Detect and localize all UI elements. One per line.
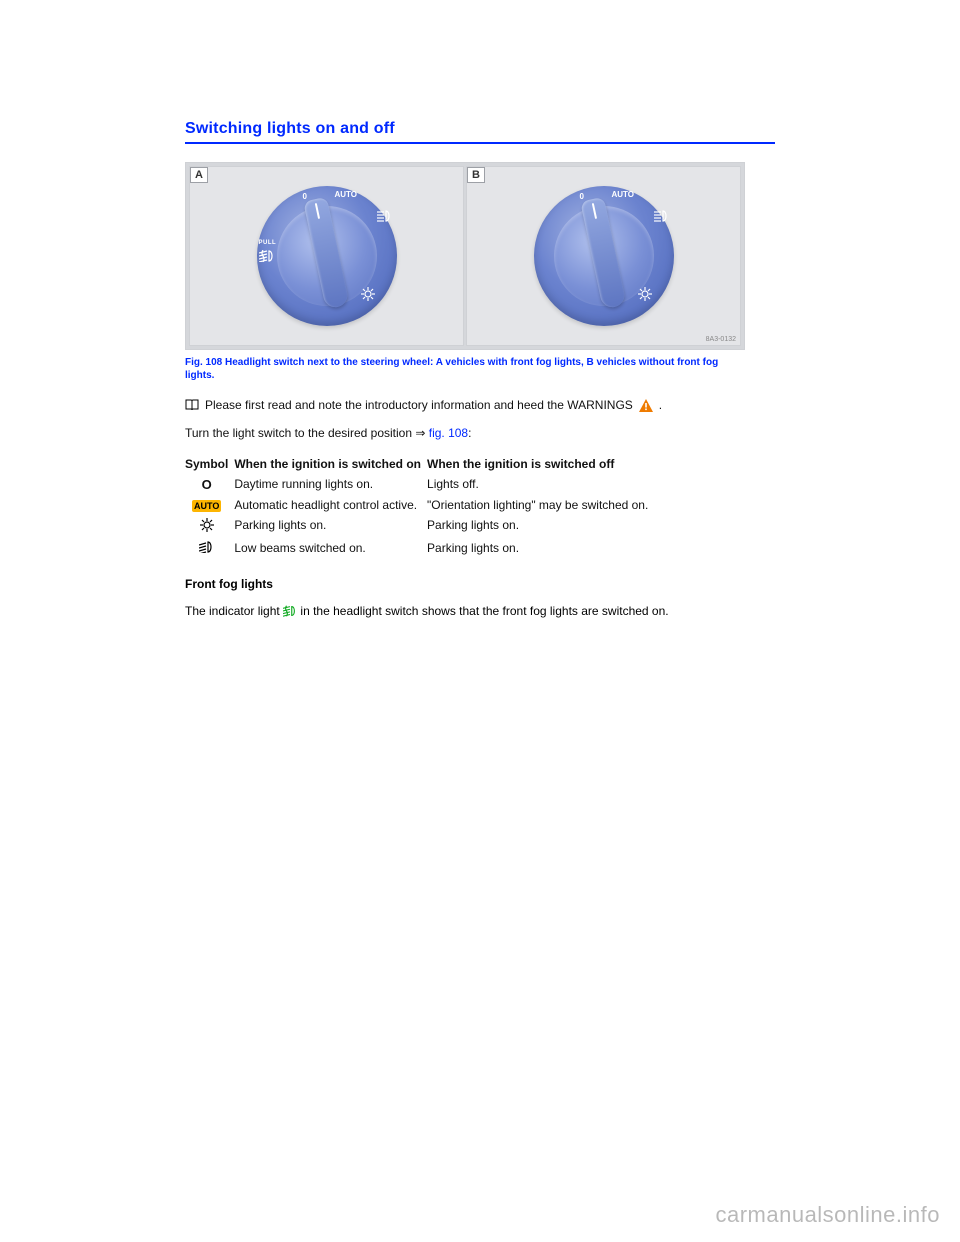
knob-b-headlight-icon bbox=[654, 210, 670, 225]
symbol-auto-icon: AUTO bbox=[192, 500, 221, 512]
symbol-lowbeam-icon bbox=[199, 542, 215, 556]
th-ignition-on: When the ignition is switched on bbox=[234, 457, 421, 471]
row2-off: Parking lights on. bbox=[427, 515, 654, 538]
row1-off: "Orientation lighting" may be switched o… bbox=[427, 495, 654, 515]
title-rule bbox=[185, 142, 775, 144]
row3-on: Low beams switched on. bbox=[234, 538, 427, 559]
knob-a-pull-label: PULL bbox=[259, 240, 277, 246]
knob-b-pos-auto: AUTO bbox=[612, 190, 635, 199]
instruction-post: : bbox=[468, 426, 471, 440]
knob-a-headlight-icon bbox=[377, 210, 393, 225]
symbol-parking-icon bbox=[200, 521, 214, 535]
row2-on: Parking lights on. bbox=[234, 515, 427, 538]
symbol-off-icon: O bbox=[202, 477, 212, 492]
headlight-knob-a: 0 AUTO PULL bbox=[257, 186, 397, 326]
figure-caption: Fig. 108 Headlight switch next to the st… bbox=[185, 356, 745, 382]
table-row: Parking lights on. Parking lights on. bbox=[185, 515, 654, 538]
book-icon bbox=[185, 399, 199, 411]
fog-body-post: in the headlight switch shows that the f… bbox=[300, 604, 668, 618]
row1-on: Automatic headlight control active. bbox=[234, 495, 427, 515]
page-title: Switching lights on and off bbox=[185, 120, 775, 138]
row0-on: Daytime running lights on. bbox=[234, 474, 427, 495]
instruction-figref: fig. 108 bbox=[429, 426, 468, 440]
row0-off: Lights off. bbox=[427, 474, 654, 495]
table-row: O Daytime running lights on. Lights off. bbox=[185, 474, 654, 495]
knob-a-pos-0: 0 bbox=[303, 192, 307, 201]
fog-lights-body: The indicator light in the headlight swi… bbox=[185, 603, 775, 619]
instruction-line: Turn the light switch to the desired pos… bbox=[185, 426, 775, 440]
knob-a-parking-icon bbox=[361, 287, 375, 304]
table-header-row: Symbol When the ignition is switched on … bbox=[185, 454, 654, 474]
figure-panel-a: A 0 AUTO PULL bbox=[189, 166, 464, 346]
figure-108: A 0 AUTO PULL bbox=[185, 162, 745, 350]
knob-a-fog-icon bbox=[259, 250, 275, 265]
warning-icon bbox=[639, 399, 653, 412]
watermark: carmanualsonline.info bbox=[715, 1202, 940, 1228]
fog-lights-heading: Front fog lights bbox=[185, 577, 775, 591]
row3-off: Parking lights on. bbox=[427, 538, 654, 559]
table-row: Low beams switched on. Parking lights on… bbox=[185, 538, 654, 559]
figure-panel-b: B 0 AUTO 8A3-0132 bbox=[466, 166, 741, 346]
knob-a-pos-auto: AUTO bbox=[335, 190, 358, 199]
figure-refnum: 8A3-0132 bbox=[706, 336, 736, 343]
light-switch-table: Symbol When the ignition is switched on … bbox=[185, 454, 654, 559]
instruction-pre: Turn the light switch to the desired pos… bbox=[185, 426, 429, 440]
intro-line: Please first read and note the introduct… bbox=[185, 398, 775, 412]
panel-a-tag: A bbox=[190, 167, 208, 183]
fog-body-pre: The indicator light bbox=[185, 604, 283, 618]
intro-text-pre: Please first read and note the introduct… bbox=[205, 398, 633, 412]
knob-b-pos-0: 0 bbox=[580, 192, 584, 201]
th-ignition-off: When the ignition is switched off bbox=[427, 457, 614, 471]
intro-text-post: . bbox=[659, 398, 662, 412]
panel-b-tag: B bbox=[467, 167, 485, 183]
table-row: AUTO Automatic headlight control active.… bbox=[185, 495, 654, 515]
fog-light-indicator-icon bbox=[283, 605, 297, 617]
knob-b-parking-icon bbox=[638, 287, 652, 304]
headlight-knob-b: 0 AUTO bbox=[534, 186, 674, 326]
th-symbol: Symbol bbox=[185, 457, 228, 471]
